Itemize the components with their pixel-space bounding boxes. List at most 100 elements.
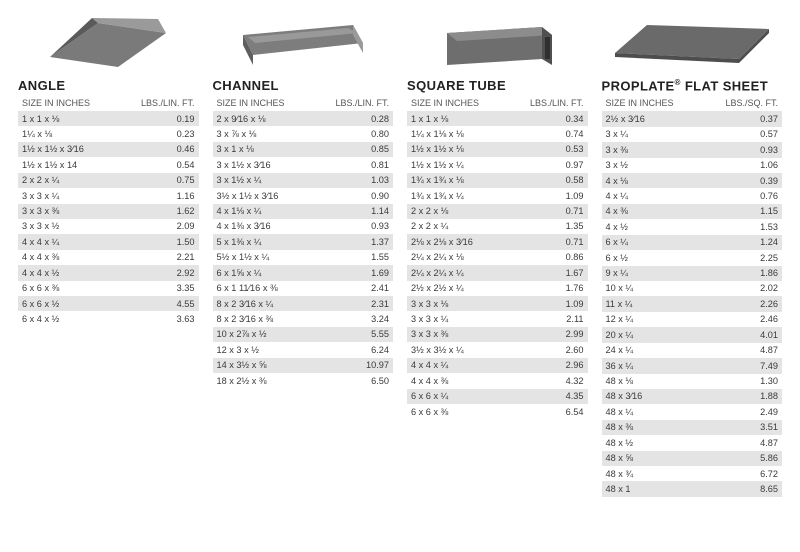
- wt-header: LBS./LIN. FT.: [141, 98, 195, 108]
- table-row: 4 x 4 x ⅜2.21: [18, 250, 199, 265]
- angle-title: ANGLE: [18, 78, 199, 93]
- size-cell: 24 x ¼: [606, 344, 634, 356]
- weight-cell: 1.86: [760, 267, 778, 279]
- size-cell: 6 x ½: [606, 252, 628, 264]
- table-row: 4 x ¼ 0.76: [602, 188, 783, 203]
- weight-cell: 2.31: [371, 298, 389, 310]
- table-row: 14 x 3½ x ⅝10.97: [213, 358, 394, 373]
- weight-cell: 8.65: [760, 483, 778, 495]
- table-row: 48 x ⅝5.86: [602, 451, 783, 466]
- size-cell: 48 x ⅜: [606, 421, 634, 433]
- column-square-tube: SQUARE TUBE SIZE IN INCHES LBS./LIN. FT.…: [407, 12, 588, 419]
- weight-cell: 3.63: [177, 313, 195, 325]
- weight-cell: 0.81: [371, 159, 389, 171]
- table-row: 2 x 9⁄16 x ⅛0.28: [213, 111, 394, 126]
- size-cell: 11 x ¼: [606, 298, 633, 310]
- size-cell: 4 x ¼: [606, 190, 628, 202]
- table-row: 1¾ x 1¾ x ⅛0.58: [407, 173, 588, 188]
- weight-cell: 2.49: [760, 406, 778, 418]
- size-cell: 4 x 1⅜ x 3⁄16: [217, 220, 271, 232]
- size-cell: 4 x 4 x ⅜: [22, 251, 59, 263]
- table-row: 48 x 18.65: [602, 481, 783, 496]
- weight-cell: 1.62: [177, 205, 195, 217]
- size-cell: 36 x ¼: [606, 360, 634, 372]
- weight-cell: 4.35: [566, 390, 584, 402]
- column-flat-sheet: PROPLATE® FLAT SHEET SIZE IN INCHES LBS.…: [602, 12, 783, 497]
- weight-cell: 0.39: [760, 175, 778, 187]
- size-cell: 9 x ¼: [606, 267, 628, 279]
- size-cell: 3 x 1 x ⅛: [217, 143, 254, 155]
- table-row: 4 x 4 x ¼1.50: [18, 234, 199, 249]
- size-cell: 6 x 1 11⁄16 x ⅜: [217, 282, 278, 294]
- weight-cell: 3.24: [371, 313, 389, 325]
- table-row: 3 x 3 x ⅜ 1.62: [18, 204, 199, 219]
- weight-cell: 0.37: [760, 113, 778, 125]
- size-cell: 4 x 4 x ¼: [411, 359, 448, 371]
- weight-cell: 4.55: [177, 298, 195, 310]
- size-cell: 1¼ x ⅛: [22, 128, 52, 140]
- table-row: 11 x ¼2.26: [602, 296, 783, 311]
- table-row: 1½ x 1½ x 140.54: [18, 157, 199, 172]
- table-row: 1 x 1 x ⅛0.19: [18, 111, 199, 126]
- weight-cell: 4.87: [760, 344, 778, 356]
- weight-cell: 0.85: [371, 143, 389, 155]
- weight-cell: 5.86: [760, 452, 778, 464]
- table-row: 3 x ⅜0.93: [602, 142, 783, 157]
- table-row: 3 x ¼0.57: [602, 127, 783, 142]
- weight-cell: 6.72: [760, 468, 778, 480]
- table-row: 2 x 2 x ¼0.75: [18, 173, 199, 188]
- square-tube-image: [407, 12, 588, 72]
- table-row: 4 x 4 x ¼2.96: [407, 358, 588, 373]
- table-row: 6 x 6 x ½4.55: [18, 296, 199, 311]
- table-row: 4 x 1⅜ x 3⁄16 0.93: [213, 219, 394, 234]
- weight-cell: 2.60: [566, 344, 584, 356]
- channel-image: [213, 12, 394, 72]
- weight-cell: 1.15: [760, 205, 778, 217]
- table-row: 6 x 1⅝ x ¼1.69: [213, 265, 394, 280]
- size-cell: 8 x 2 3⁄16 x ⅜: [217, 313, 274, 325]
- size-cell: 1¼ x 1⅛ x ⅛: [411, 128, 464, 140]
- weight-cell: 0.28: [371, 113, 389, 125]
- weight-cell: 1.30: [760, 375, 778, 387]
- size-cell: 3 x 1½ x 3⁄16: [217, 159, 271, 171]
- table-row: 2 x 2 x ¼1.35: [407, 219, 588, 234]
- weight-cell: 0.71: [566, 205, 584, 217]
- size-cell: 6 x 6 x ⅜: [22, 282, 59, 294]
- weight-cell: 1.53: [760, 221, 778, 233]
- weight-cell: 0.93: [371, 220, 389, 232]
- size-cell: 3 x 3 x ¼: [411, 313, 448, 325]
- size-cell: 3 x 3 x ⅜: [22, 205, 59, 217]
- weight-cell: 0.74: [566, 128, 584, 140]
- weight-cell: 0.58: [566, 174, 584, 186]
- table-row: 2½ x 3⁄160.37: [602, 111, 783, 126]
- size-cell: 18 x 2½ x ⅜: [217, 375, 267, 387]
- size-cell: 6 x 4 x ½: [22, 313, 59, 325]
- size-cell: 2¼ x 2¼ x ⅛: [411, 251, 464, 263]
- weight-cell: 0.90: [371, 190, 389, 202]
- weight-cell: 2.09: [177, 220, 195, 232]
- weight-cell: 1.67: [566, 267, 584, 279]
- flat-sheet-image: [602, 12, 783, 72]
- weight-cell: 0.54: [177, 159, 195, 171]
- product-columns: ANGLE SIZE IN INCHES LBS./LIN. FT. 1 x 1…: [18, 12, 782, 497]
- weight-cell: 1.76: [566, 282, 584, 294]
- wt-header: LBS./SQ. FT.: [725, 98, 778, 108]
- weight-cell: 0.97: [566, 159, 584, 171]
- weight-cell: 2.99: [566, 328, 584, 340]
- angle-header: SIZE IN INCHES LBS./LIN. FT.: [18, 96, 199, 111]
- size-cell: 3 x ½: [606, 159, 628, 171]
- size-cell: 48 x ¼: [606, 406, 634, 418]
- wt-header: LBS./LIN. FT.: [530, 98, 584, 108]
- size-cell: 2 x 2 x ¼: [411, 220, 448, 232]
- weight-cell: 4.01: [760, 329, 778, 341]
- table-row: 3 x ½1.06: [602, 158, 783, 173]
- table-row: 4 x ⅛0.39: [602, 173, 783, 188]
- table-row: 2 x 2 x ⅛0.71: [407, 204, 588, 219]
- weight-cell: 0.71: [566, 236, 584, 248]
- wt-header: LBS./LIN. FT.: [335, 98, 389, 108]
- table-row: 3 x ⅞ x ⅛0.80: [213, 126, 394, 141]
- size-cell: 48 x ½: [606, 437, 634, 449]
- weight-cell: 0.76: [760, 190, 778, 202]
- table-row: 3½ x 3½ x ¼2.60: [407, 342, 588, 357]
- table-row: 1 x 1 x ⅛0.34: [407, 111, 588, 126]
